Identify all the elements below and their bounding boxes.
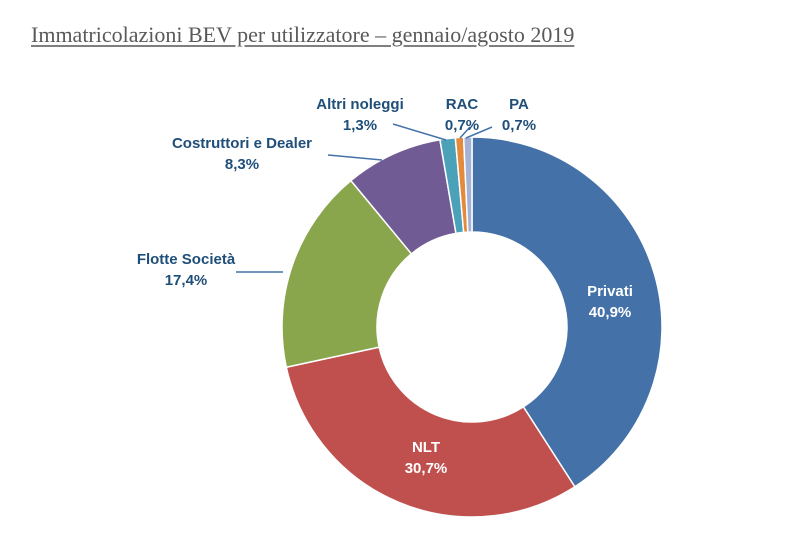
leader-line-costruttori-e-dealer xyxy=(327,154,383,161)
slice-value-altri-noleggi: 1,3% xyxy=(343,117,377,134)
slice-labels: Privati 40,9% NLT 30,7% Flotte Società 17,4% C… xyxy=(137,96,633,477)
leader-line-altri-noleggi xyxy=(392,123,447,141)
slice-label-nlt: NLT xyxy=(412,439,440,456)
chart-title: Immatricolazioni BEV per utilizzatore – … xyxy=(31,22,575,47)
slice-label-pa: PA xyxy=(509,96,529,113)
donut-slices xyxy=(281,136,663,518)
slice-label-costruttori-e-dealer: Costruttori e Dealer xyxy=(172,135,312,152)
leader-line-pa xyxy=(465,126,493,139)
slice-nlt xyxy=(285,346,576,518)
slice-privati xyxy=(471,136,663,488)
leader-line-rac xyxy=(459,126,471,139)
leader-lines xyxy=(236,123,493,273)
slice-label-flotte-societa: Flotte Società xyxy=(137,251,236,268)
slice-label-rac: RAC xyxy=(446,96,479,113)
slice-label-privati: Privati xyxy=(587,283,633,300)
slice-value-costruttori-e-dealer: 8,3% xyxy=(225,156,259,173)
slice-label-altri-noleggi: Altri noleggi xyxy=(316,96,404,113)
slice-flotte-societa xyxy=(281,179,413,369)
slice-value-pa: 0,7% xyxy=(502,117,536,134)
slice-value-privati: 40,9% xyxy=(589,304,632,321)
slice-value-rac: 0,7% xyxy=(445,117,479,134)
slice-value-flotte-societa: 17,4% xyxy=(165,272,208,289)
slice-value-nlt: 30,7% xyxy=(405,460,448,477)
